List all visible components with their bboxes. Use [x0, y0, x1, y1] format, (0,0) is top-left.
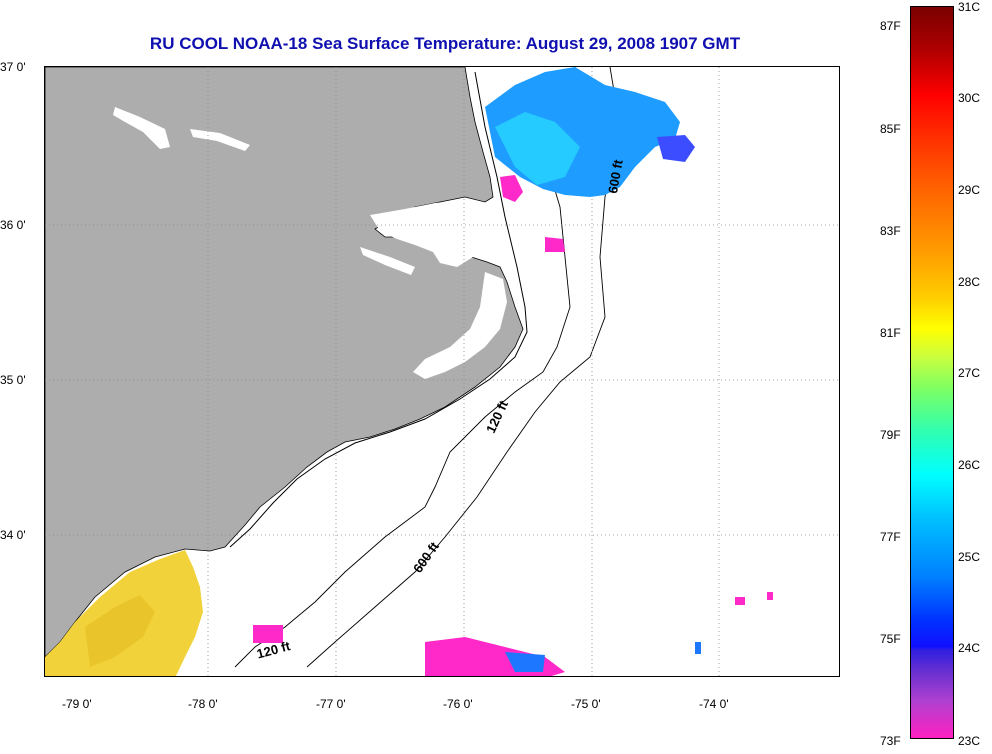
- colorbar-fahrenheit-label: 85F: [880, 122, 901, 136]
- colorbar-celsius-label: 29C: [958, 183, 981, 197]
- contour-600ft: [306, 67, 621, 668]
- sst-cold-spot-east: [735, 597, 745, 605]
- land-mass: [45, 67, 524, 658]
- sst-cold-spot-east-2: [767, 592, 773, 600]
- river-2: [190, 129, 250, 151]
- sst-warm-patch-detail: [85, 595, 155, 667]
- lon-label: -79 0': [62, 697, 92, 711]
- lon-label: -77 0': [316, 697, 346, 711]
- colorbar-fahrenheit-label: 87F: [880, 19, 901, 33]
- map-title: RU COOL NOAA-18 Sea Surface Temperature:…: [149, 34, 741, 53]
- colorbar-fahrenheit-label: 79F: [880, 428, 901, 442]
- lat-label: 35 0': [0, 373, 26, 387]
- sst-cold-spot: [253, 625, 283, 643]
- colorbar-celsius-label: 30C: [958, 91, 981, 105]
- sst-cool-patch-south: [505, 652, 545, 672]
- sst-cold-patch-north: [500, 175, 565, 252]
- colorbar-celsius-label: 31C: [958, 0, 981, 14]
- lon-label: -74 0': [699, 697, 729, 711]
- river-1: [113, 107, 170, 149]
- sound-water: [370, 201, 485, 267]
- colorbar-fahrenheit-label: 77F: [880, 530, 901, 544]
- colorbar-fahrenheit-label: 81F: [880, 326, 901, 340]
- temperature-colorbar: [910, 6, 954, 739]
- sst-cyan-patch: [495, 112, 580, 185]
- colorbar-celsius-label: 28C: [958, 275, 981, 289]
- colorbar-celsius-label: 26C: [958, 458, 981, 472]
- colorbar-fahrenheit-label: 73F: [880, 734, 901, 748]
- sound-water-south: [413, 272, 507, 379]
- lat-label: 36 0': [0, 218, 26, 232]
- sst-cool-spot: [695, 642, 701, 654]
- lat-label: 37 0': [0, 60, 26, 74]
- colorbar-celsius-label: 27C: [958, 366, 981, 380]
- river-3: [360, 247, 415, 275]
- sst-blue-patch-east: [657, 135, 695, 162]
- colorbar-celsius-label: 23C: [958, 734, 981, 748]
- lat-label: 34 0': [0, 528, 26, 542]
- lon-label: -76 0': [443, 697, 473, 711]
- map-canvas: [45, 67, 839, 676]
- colorbar-fahrenheit-label: 83F: [880, 224, 901, 238]
- lon-label: -78 0': [188, 697, 218, 711]
- colorbar-fahrenheit-label: 75F: [880, 632, 901, 646]
- colorbar-celsius-label: 25C: [958, 550, 981, 564]
- colorbar-celsius-label: 24C: [958, 641, 981, 655]
- graticule: [45, 67, 839, 676]
- lon-label: -75 0': [571, 697, 601, 711]
- sst-map: 600 ft 120 ft 600 ft 120 ft: [44, 66, 840, 677]
- barrier-islands: [229, 71, 528, 548]
